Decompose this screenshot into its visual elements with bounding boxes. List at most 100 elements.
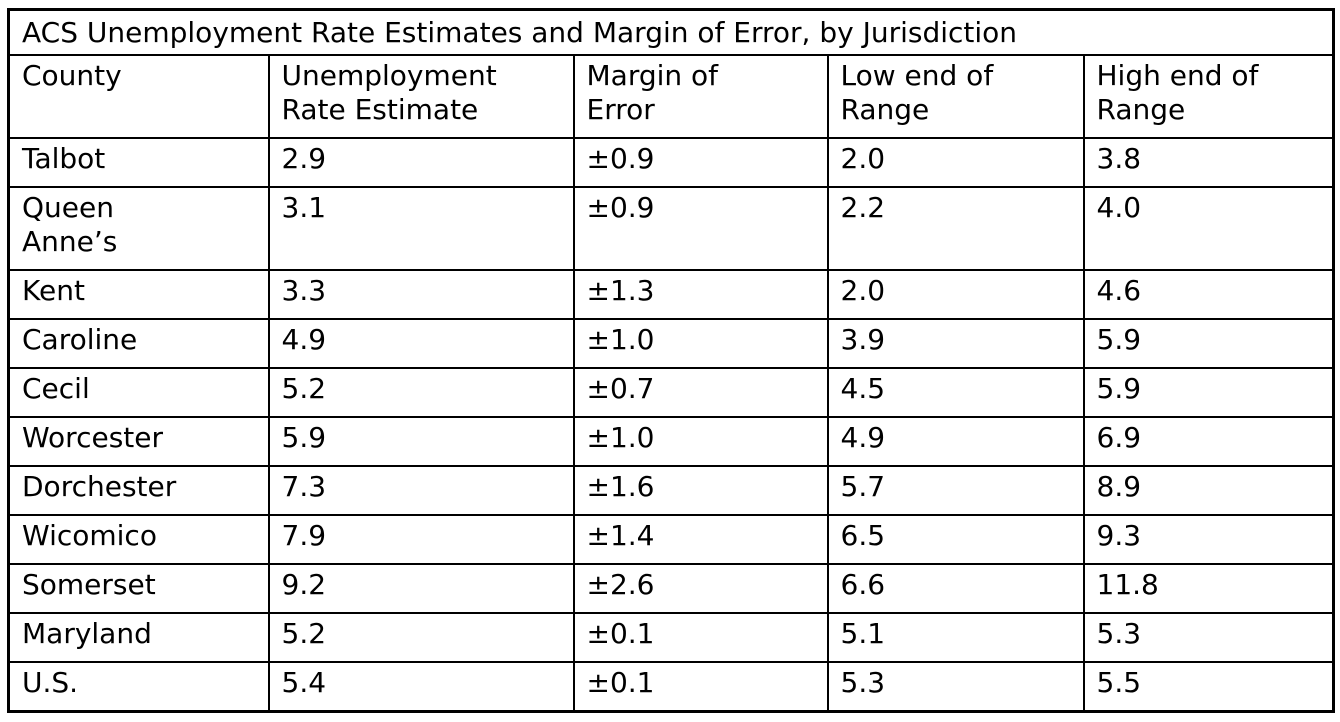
cell-text: ±0.9 (586, 191, 655, 224)
cell-margin: ±1.3 (572, 269, 829, 320)
cell-margin: ±0.7 (572, 367, 829, 418)
table-row: Wicomico 7.9 ±1.4 6.5 9.3 (7, 514, 1335, 565)
cell-text: 2.0 (840, 274, 886, 307)
cell-margin: ±1.0 (572, 416, 829, 467)
table-row: Caroline 4.9 ±1.0 3.9 5.9 (7, 318, 1335, 369)
cell-text: 2.0 (840, 142, 886, 175)
cell-county: Maryland (7, 612, 270, 663)
cell-text: Worcester (22, 421, 163, 454)
cell-county: Worcester (7, 416, 270, 467)
table-row: Somerset 9.2 ±2.6 6.6 11.8 (7, 563, 1335, 614)
cell-high: 6.9 (1082, 416, 1335, 467)
cell-text: 4.6 (1096, 274, 1142, 307)
cell-margin: ±0.9 (572, 186, 829, 271)
cell-estimate: 5.9 (267, 416, 575, 467)
cell-text: 3.8 (1096, 142, 1142, 175)
cell-text: ±0.9 (586, 142, 655, 175)
cell-text: ±1.4 (586, 519, 655, 552)
cell-text: 4.9 (281, 323, 327, 356)
cell-text: ±0.7 (586, 372, 655, 405)
cell-margin: ±2.6 (572, 563, 829, 614)
cell-estimate: 2.9 (267, 137, 575, 188)
table-row: Cecil 5.2 ±0.7 4.5 5.9 (7, 367, 1335, 418)
cell-text: 5.3 (840, 666, 886, 699)
cell-text: 3.1 (281, 191, 327, 224)
cell-low: 5.7 (826, 465, 1085, 516)
table-body: Talbot 2.9 ±0.9 2.0 3.8 Queen Anne’s 3.1 ±0.9 2.… (7, 137, 1335, 713)
cell-text: 2.9 (281, 142, 327, 175)
cell-low: 6.5 (826, 514, 1085, 565)
cell-county: Talbot (7, 137, 270, 188)
cell-text: Queen Anne’s (22, 191, 118, 258)
cell-text: 5.3 (1096, 617, 1142, 650)
cell-text: Dorchester (22, 470, 177, 503)
cell-high: 4.6 (1082, 269, 1335, 320)
table-row: Worcester 5.9 ±1.0 4.9 6.9 (7, 416, 1335, 467)
column-header-county: County (7, 54, 270, 139)
cell-text: 6.9 (1096, 421, 1142, 454)
table-title: ACS Unemployment Rate Estimates and Marg… (7, 8, 1335, 56)
cell-county: Kent (7, 269, 270, 320)
column-header-text: High end of Range (1096, 59, 1259, 126)
cell-high: 9.3 (1082, 514, 1335, 565)
cell-estimate: 5.2 (267, 612, 575, 663)
cell-text: ±1.0 (586, 421, 655, 454)
cell-text: 6.6 (840, 568, 886, 601)
table-title-row: ACS Unemployment Rate Estimates and Marg… (7, 8, 1335, 56)
table-row: Kent 3.3 ±1.3 2.0 4.6 (7, 269, 1335, 320)
cell-text: 4.5 (840, 372, 886, 405)
column-header-low-end-of-range: Low end of Range (826, 54, 1085, 139)
cell-low: 5.3 (826, 661, 1085, 713)
cell-estimate: 5.2 (267, 367, 575, 418)
cell-text: ±1.0 (586, 323, 655, 356)
cell-text: 9.2 (281, 568, 327, 601)
column-header-unemployment-rate-estimate: Unemployment Rate Estimate (267, 54, 575, 139)
column-header-text: Unemployment Rate Estimate (281, 59, 497, 126)
cell-estimate: 3.1 (267, 186, 575, 271)
cell-text: 3.3 (281, 274, 327, 307)
cell-text: 7.3 (281, 470, 327, 503)
column-header-margin-of-error: Margin of Error (572, 54, 829, 139)
cell-text: 2.2 (840, 191, 886, 224)
cell-low: 3.9 (826, 318, 1085, 369)
cell-low: 2.2 (826, 186, 1085, 271)
cell-margin: ±0.1 (572, 661, 829, 713)
cell-text: Maryland (22, 617, 152, 650)
cell-county: U.S. (7, 661, 270, 713)
cell-text: ±0.1 (586, 617, 655, 650)
table-row: Talbot 2.9 ±0.9 2.0 3.8 (7, 137, 1335, 188)
cell-text: 9.3 (1096, 519, 1142, 552)
cell-county: Queen Anne’s (7, 186, 270, 271)
cell-high: 5.5 (1082, 661, 1335, 713)
table-row: U.S. 5.4 ±0.1 5.3 5.5 (7, 661, 1335, 713)
cell-text: ±2.6 (586, 568, 655, 601)
column-header-text: County (22, 59, 122, 92)
column-header-text: Margin of Error (586, 59, 719, 126)
cell-text: 5.2 (281, 617, 327, 650)
cell-high: 3.8 (1082, 137, 1335, 188)
cell-text: Kent (22, 274, 85, 307)
cell-text: 5.2 (281, 372, 327, 405)
acs-unemployment-table: ACS Unemployment Rate Estimates and Marg… (7, 8, 1336, 713)
cell-text: 5.7 (840, 470, 886, 503)
cell-text: 11.8 (1096, 568, 1159, 601)
table-row: Queen Anne’s 3.1 ±0.9 2.2 4.0 (7, 186, 1335, 271)
cell-estimate: 7.9 (267, 514, 575, 565)
cell-text: U.S. (22, 666, 79, 699)
cell-low: 4.9 (826, 416, 1085, 467)
cell-text: 4.9 (840, 421, 886, 454)
cell-high: 5.9 (1082, 367, 1335, 418)
cell-text: Caroline (22, 323, 138, 356)
cell-text: Wicomico (22, 519, 157, 552)
cell-low: 4.5 (826, 367, 1085, 418)
cell-county: Cecil (7, 367, 270, 418)
cell-estimate: 9.2 (267, 563, 575, 614)
column-header-text: Low end of Range (840, 59, 994, 126)
cell-estimate: 5.4 (267, 661, 575, 713)
cell-low: 2.0 (826, 137, 1085, 188)
cell-low: 5.1 (826, 612, 1085, 663)
cell-text: 5.1 (840, 617, 886, 650)
cell-high: 5.9 (1082, 318, 1335, 369)
cell-county: Somerset (7, 563, 270, 614)
cell-text: 5.9 (1096, 372, 1142, 405)
